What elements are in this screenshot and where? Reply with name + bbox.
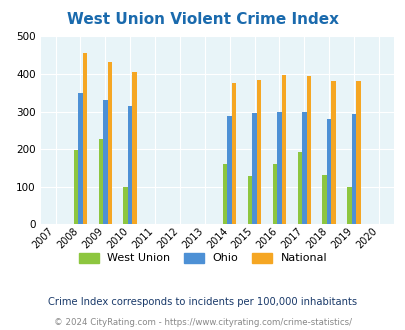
Bar: [73, 150, 78, 224]
Bar: [277, 112, 281, 224]
Text: © 2024 CityRating.com - https://www.cityrating.com/crime-statistics/: © 2024 CityRating.com - https://www.city…: [54, 318, 351, 327]
Bar: [98, 139, 103, 224]
Bar: [256, 80, 260, 224]
Bar: [231, 83, 236, 224]
Bar: [301, 112, 306, 224]
Bar: [247, 176, 252, 224]
Bar: [281, 75, 286, 224]
Bar: [227, 116, 231, 224]
Bar: [326, 119, 330, 224]
Bar: [322, 175, 326, 224]
Bar: [252, 114, 256, 224]
Bar: [297, 152, 301, 224]
Bar: [272, 164, 277, 224]
Bar: [330, 81, 335, 224]
Bar: [346, 187, 351, 224]
Bar: [351, 114, 355, 224]
Bar: [78, 93, 83, 224]
Bar: [132, 72, 136, 224]
Bar: [128, 106, 132, 224]
Bar: [222, 164, 227, 224]
Bar: [355, 81, 360, 224]
Bar: [83, 53, 87, 224]
Bar: [107, 62, 112, 224]
Bar: [306, 76, 310, 224]
Text: West Union Violent Crime Index: West Union Violent Crime Index: [67, 12, 338, 26]
Bar: [123, 187, 128, 224]
Text: Crime Index corresponds to incidents per 100,000 inhabitants: Crime Index corresponds to incidents per…: [48, 297, 357, 307]
Legend: West Union, Ohio, National: West Union, Ohio, National: [75, 249, 330, 267]
Bar: [103, 100, 107, 224]
